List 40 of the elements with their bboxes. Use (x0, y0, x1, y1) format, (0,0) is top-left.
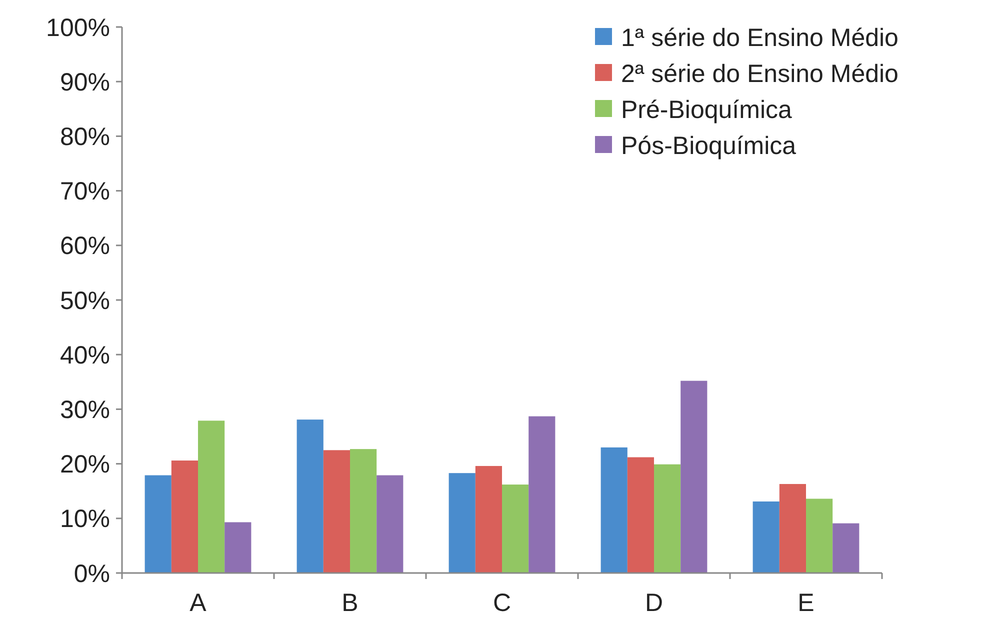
bar (502, 484, 529, 573)
bar (296, 420, 324, 573)
y-tick-label: 50% (60, 286, 110, 315)
bar (171, 460, 198, 573)
legend-label: 1ª série do Ensino Médio (621, 24, 898, 52)
bar (600, 447, 628, 573)
bar (654, 464, 681, 573)
x-tick-label: E (798, 589, 814, 617)
bar (752, 501, 780, 573)
bar (224, 522, 252, 573)
bar (627, 457, 654, 573)
y-tick-label: 0% (74, 560, 110, 588)
bar (832, 523, 860, 573)
y-tick-label: 40% (60, 341, 110, 370)
bar (475, 466, 502, 573)
bar (779, 484, 806, 573)
y-tick-label: 90% (60, 68, 110, 96)
bar (350, 449, 377, 573)
x-tick-label: C (492, 589, 512, 617)
y-tick-label: 10% (60, 505, 110, 534)
bar (680, 380, 708, 573)
y-tick-label: 70% (60, 178, 110, 206)
x-tick-label: B (342, 589, 358, 617)
bar (144, 475, 172, 573)
bar (528, 416, 556, 573)
legend-label: 2ª série do Ensino Médio (621, 60, 898, 88)
bar (376, 475, 404, 573)
bar (323, 450, 350, 573)
y-tick-label: 20% (60, 450, 110, 479)
x-tick-label: A (190, 589, 207, 617)
legend-label: Pós-Bioquímica (621, 132, 796, 160)
bar (448, 473, 476, 573)
y-tick-label: 60% (60, 232, 110, 260)
y-tick-label: 80% (60, 122, 110, 151)
bar (198, 420, 225, 573)
legend-label: Pré-Bioquímica (621, 96, 792, 124)
y-tick-label: 30% (60, 396, 110, 424)
bar (806, 498, 833, 573)
y-tick-label: 100% (46, 14, 110, 42)
x-tick-label: D (644, 589, 664, 617)
